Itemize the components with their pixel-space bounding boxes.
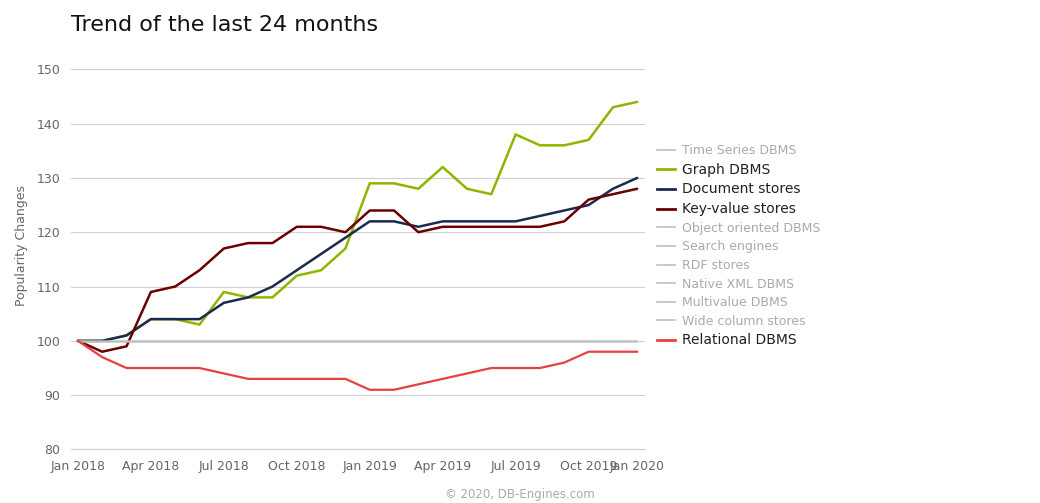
Y-axis label: Popularity Changes: Popularity Changes [15,185,28,306]
Text: © 2020, DB-Engines.com: © 2020, DB-Engines.com [445,488,595,501]
Legend: Time Series DBMS, Graph DBMS, Document stores, Key-value stores, Object oriented: Time Series DBMS, Graph DBMS, Document s… [656,144,820,348]
Text: Trend of the last 24 months: Trend of the last 24 months [71,15,378,35]
